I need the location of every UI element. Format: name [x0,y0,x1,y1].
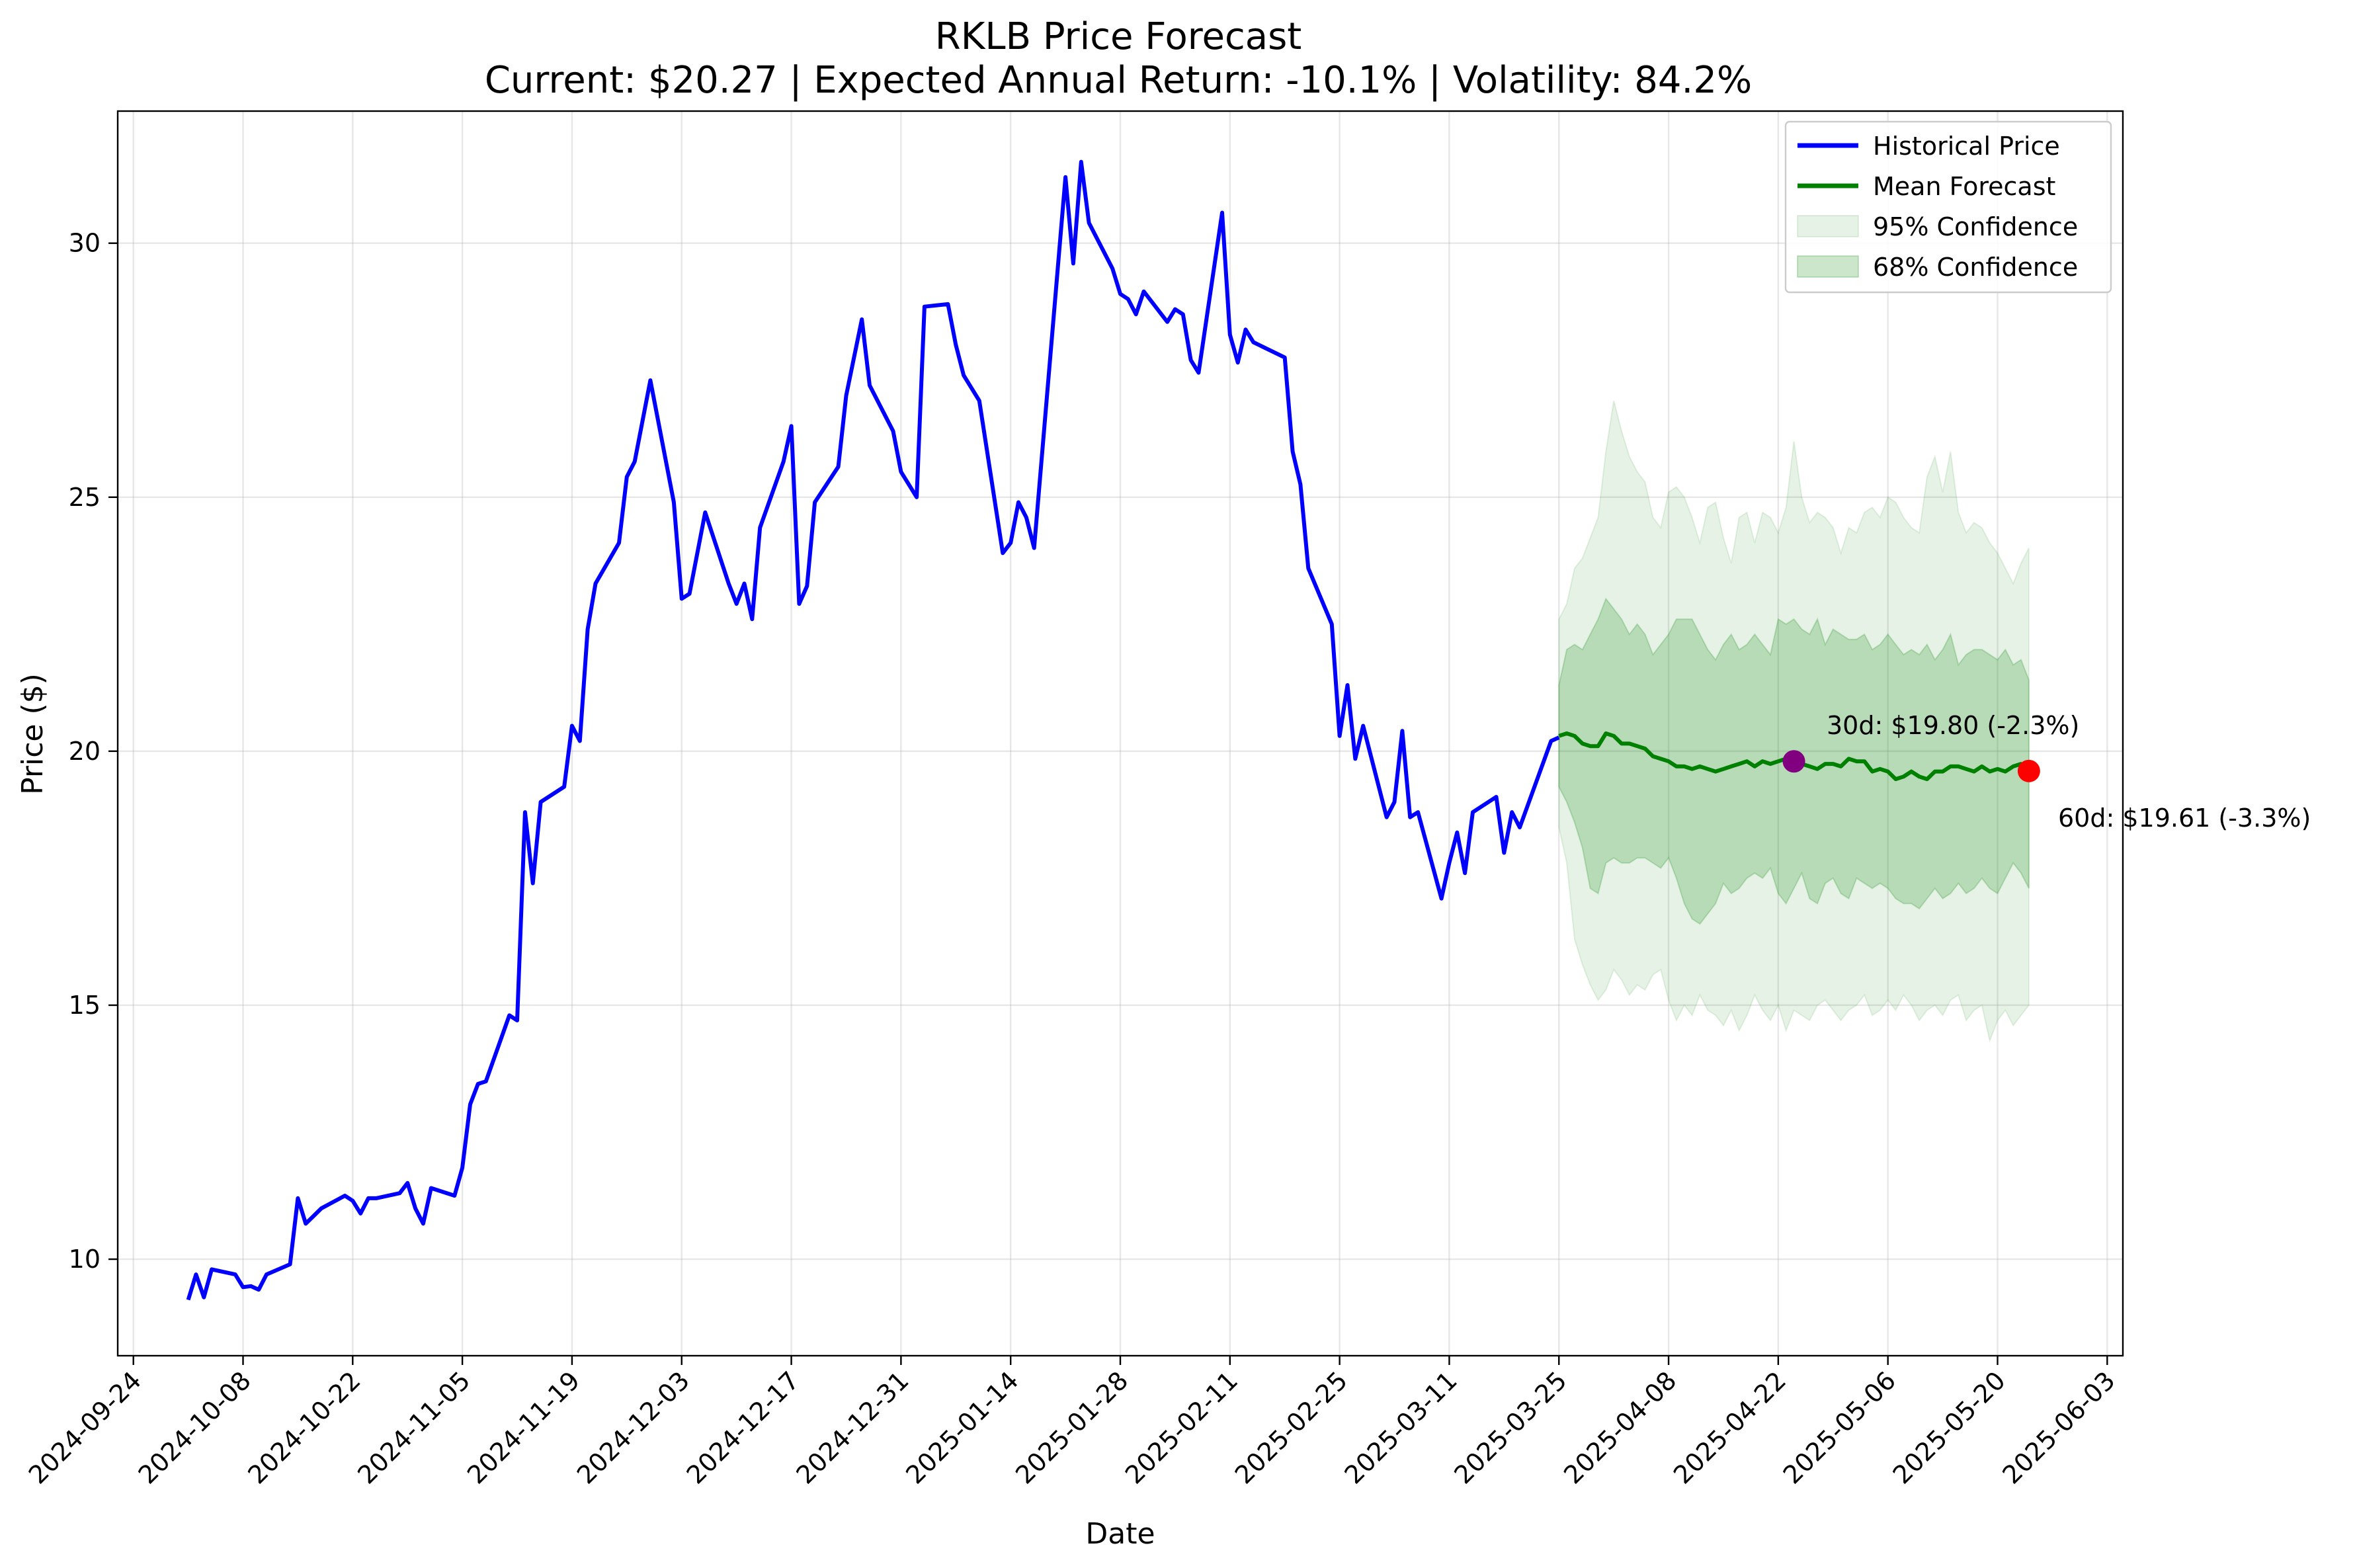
x-tick-label: 2024-10-22 [242,1366,366,1489]
historical-price-line [186,159,1560,1301]
x-axis-ticks: 2024-09-242024-10-082024-10-222024-11-05… [23,1356,2121,1490]
y-tick-label: 25 [69,483,101,512]
confidence-95-band [1558,400,2030,1044]
x-tick-label: 2024-11-19 [462,1366,585,1489]
annotation-30d: 30d: $19.80 (-2.3%) [1827,711,2079,740]
x-tick-label: 2025-05-20 [1887,1366,2011,1489]
y-tick-label: 15 [69,991,101,1020]
x-axis-label: Date [1085,1517,1155,1551]
forecast-30d-marker [1782,750,1805,773]
y-axis-ticks: 10 15 20 25 30 [69,229,118,1274]
legend-95-swatch [1797,215,1859,237]
x-tick-label: 2024-12-03 [571,1366,695,1489]
legend-68-swatch [1797,255,1859,278]
legend-68-label: 68% Confidence [1873,253,2078,282]
legend: Historical Price Mean Forecast 95% Confi… [1784,120,2112,294]
chart-title: RKLB Price Forecast [935,15,1301,58]
annotation-60d: 60d: $19.61 (-3.3%) [2058,804,2311,833]
x-tick-label: 2025-05-06 [1778,1366,1901,1489]
x-tick-label: 2025-04-22 [1668,1366,1792,1489]
chart-subtitle: Current: $20.27 | Expected Annual Return… [485,59,1752,102]
x-tick-label: 2025-04-08 [1558,1366,1682,1489]
x-tick-label: 2025-02-25 [1229,1366,1353,1489]
x-tick-label: 2025-06-03 [1997,1366,2120,1489]
x-tick-label: 2025-03-11 [1339,1366,1463,1489]
legend-95-label: 95% Confidence [1873,212,2078,241]
y-tick-label: 30 [69,229,101,258]
x-tick-label: 2025-02-11 [1120,1366,1243,1489]
y-tick-label: 10 [69,1245,101,1274]
x-tick-label: 2024-12-31 [790,1366,914,1489]
x-tick-label: 2024-12-17 [681,1366,805,1489]
legend-frame [1784,120,2112,294]
forecast-markers-layer [1782,750,2040,782]
x-tick-label: 2024-09-24 [23,1366,147,1489]
x-tick-label: 2025-01-14 [900,1366,1024,1489]
legend-historical-label: Historical Price [1873,132,2060,161]
legend-forecast-label: Mean Forecast [1873,172,2055,201]
forecast-60d-marker [2017,759,2040,782]
y-axis-label: Price ($) [16,673,50,795]
x-tick-label: 2025-01-28 [1010,1366,1134,1489]
x-tick-label: 2024-10-08 [133,1366,257,1489]
x-tick-label: 2024-11-05 [352,1366,475,1489]
confidence-95-band-layer [1558,400,2030,1044]
x-tick-label: 2025-03-25 [1448,1366,1572,1489]
y-tick-label: 20 [69,737,101,766]
